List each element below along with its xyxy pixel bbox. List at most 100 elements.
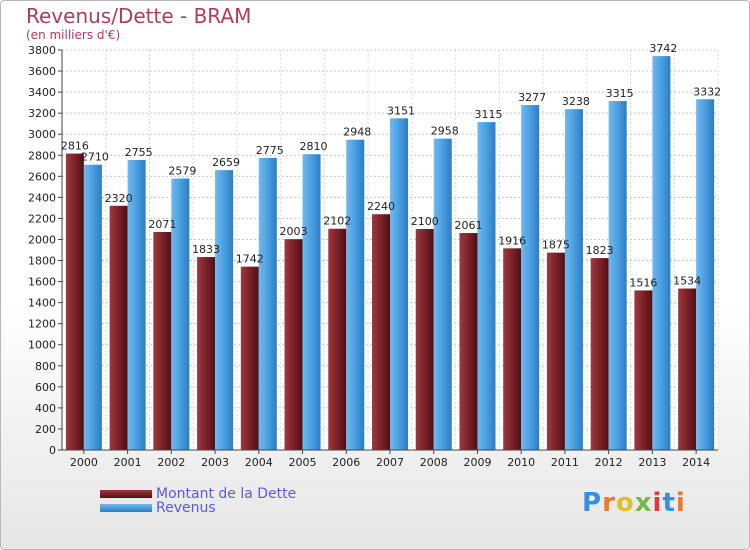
bar-revenus [390, 118, 408, 450]
bars [65, 56, 715, 451]
y-tick-label: 200 [35, 423, 56, 436]
y-tick-label: 3200 [28, 107, 56, 120]
y-tick-label: 3000 [28, 128, 56, 141]
bar-revenus [171, 178, 190, 451]
x-tick-label: 2014 [682, 456, 710, 469]
data-label-revenus: 3277 [518, 91, 546, 104]
logo-letter: r [602, 488, 616, 518]
x-tick-label: 2002 [157, 456, 185, 469]
bar-dette [328, 228, 347, 450]
bar-revenus [477, 122, 496, 451]
logo-letter: P [582, 488, 603, 518]
logo-letter: i [675, 488, 686, 518]
x-tick-label: 2006 [332, 456, 360, 469]
data-label-dette: 2003 [280, 225, 308, 238]
legend-swatch-revenus [100, 504, 152, 512]
data-label-revenus: 2810 [300, 140, 328, 153]
bar-dette [634, 290, 653, 450]
data-label-dette: 1742 [236, 253, 264, 266]
y-tick-label: 3400 [28, 86, 56, 99]
bar-revenus [302, 154, 321, 451]
data-label-dette: 1534 [673, 275, 701, 288]
y-tick-label: 1600 [28, 276, 56, 289]
bar-revenus [215, 170, 234, 450]
data-label-dette: 2102 [323, 215, 351, 228]
y-tick-label: 2400 [28, 191, 56, 204]
axes: 0 200 400 600 800 1000 1200 1400 1600 1800 2000 220… [28, 44, 718, 469]
data-label-revenus: 2710 [81, 151, 109, 164]
y-tick-label: 2000 [28, 233, 56, 246]
x-tick-label: 2004 [245, 456, 273, 469]
y-tick-label: 0 [49, 444, 56, 457]
chart-subtitle: (en milliers d'€) [26, 28, 121, 42]
data-label-revenus: 2755 [125, 146, 153, 159]
data-label-dette: 1916 [498, 234, 526, 247]
data-label-revenus: 3315 [606, 87, 634, 100]
data-label-dette: 2100 [411, 215, 439, 228]
bar-revenus [83, 164, 102, 450]
bar-revenus [433, 138, 452, 450]
bar-dette [65, 153, 84, 450]
data-label-dette: 1516 [629, 276, 657, 289]
y-tick-label: 1400 [28, 297, 56, 310]
bar-dette [415, 228, 434, 450]
bar-revenus [696, 99, 715, 451]
data-label-revenus: 3332 [693, 85, 721, 98]
data-label-revenus: 2948 [343, 126, 371, 139]
logo-letter: x [634, 488, 653, 518]
data-label-dette: 2071 [148, 218, 176, 231]
data-label-dette: 2320 [105, 192, 133, 205]
x-tick-label: 2008 [420, 456, 448, 469]
bar-dette [284, 239, 303, 450]
legend-label-revenus: Revenus [156, 500, 216, 516]
bar-revenus [521, 105, 540, 450]
x-tick-label: 2011 [551, 456, 579, 469]
bar-dette [459, 233, 478, 450]
bar-revenus [564, 109, 583, 450]
bar-dette [546, 252, 565, 450]
bar-dette [109, 205, 128, 450]
bar-dette [372, 214, 390, 450]
legend-item-dette: Montant de la Dette [100, 486, 296, 502]
logo-letter: t [662, 488, 676, 518]
y-tick-label: 600 [35, 381, 56, 394]
x-tick-label: 2000 [70, 456, 98, 469]
data-label-revenus: 3238 [562, 95, 590, 108]
bar-revenus [608, 101, 627, 450]
logo-letter: i [652, 488, 663, 518]
x-tick-label: 2003 [201, 456, 229, 469]
x-tick-label: 2005 [289, 456, 317, 469]
y-tick-label: 3600 [28, 65, 56, 78]
y-tick-label: 800 [35, 360, 56, 373]
legend-swatch-dette [100, 490, 152, 498]
data-label-revenus: 2958 [431, 125, 459, 138]
data-label-revenus: 3742 [649, 42, 677, 55]
x-tick-label: 2001 [114, 456, 142, 469]
y-tick-label: 2600 [28, 170, 56, 183]
proxiti-logo: Proxiti [582, 488, 686, 518]
data-label-revenus: 3115 [474, 108, 502, 121]
x-tick-label: 2009 [463, 456, 491, 469]
x-tick-label: 2012 [595, 456, 623, 469]
y-tick-label: 2800 [28, 149, 56, 162]
data-label-dette: 1875 [542, 239, 570, 252]
y-tick-label: 1800 [28, 255, 56, 268]
bar-revenus [127, 160, 146, 450]
bar-dette [590, 258, 609, 450]
data-label-revenus: 2659 [212, 156, 240, 169]
y-tick-label: 2200 [28, 212, 56, 225]
bar-dette [678, 288, 697, 450]
bar-dette [197, 257, 216, 450]
data-label-revenus: 3151 [387, 104, 415, 117]
chart-title: Revenus/Dette - BRAM [26, 4, 252, 28]
data-label-dette: 1833 [192, 243, 220, 256]
y-tick-label: 400 [35, 402, 56, 415]
bar-revenus [346, 139, 365, 450]
data-label-revenus: 2775 [256, 144, 284, 157]
legend-label-dette: Montant de la Dette [156, 486, 297, 502]
data-label-dette: 1823 [586, 244, 614, 257]
bar-revenus [652, 56, 671, 451]
data-label-dette: 2816 [61, 140, 89, 153]
